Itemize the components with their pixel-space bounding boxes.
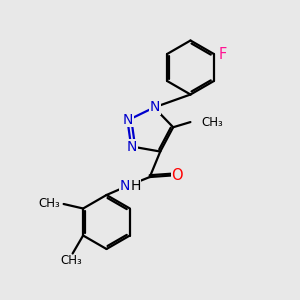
Text: O: O [172,168,183,183]
Text: CH₃: CH₃ [202,116,224,129]
Text: CH₃: CH₃ [38,197,60,210]
Text: H: H [130,179,140,193]
Text: N: N [120,179,130,193]
Text: N: N [123,112,133,127]
Text: N: N [150,100,160,115]
Text: F: F [218,46,226,62]
Text: CH₃: CH₃ [60,254,82,268]
Text: N: N [127,140,137,154]
